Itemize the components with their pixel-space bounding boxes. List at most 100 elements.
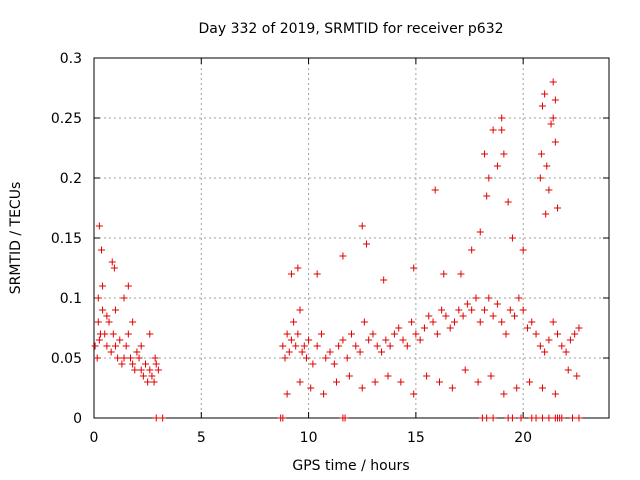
data-point	[532, 414, 540, 422]
data-point	[468, 306, 476, 314]
data-point	[371, 378, 379, 386]
data-point	[343, 354, 351, 362]
data-point	[420, 324, 428, 332]
data-point	[292, 342, 300, 350]
data-point	[99, 306, 107, 314]
data-point	[307, 384, 315, 392]
data-point	[281, 354, 289, 362]
data-point	[455, 306, 463, 314]
data-point	[341, 414, 349, 422]
data-point	[408, 318, 416, 326]
data-point	[500, 390, 508, 398]
data-point	[330, 360, 338, 368]
data-point	[137, 366, 145, 374]
data-point	[139, 372, 147, 380]
data-point	[152, 414, 160, 422]
x-tick-label: 0	[90, 430, 99, 446]
data-point	[551, 390, 559, 398]
data-point	[538, 414, 546, 422]
data-point	[463, 300, 471, 308]
data-point	[95, 222, 103, 230]
data-point	[566, 336, 574, 344]
data-points	[91, 78, 583, 422]
data-point	[523, 324, 531, 332]
data-point	[114, 354, 122, 362]
data-point	[111, 342, 119, 350]
data-point	[536, 342, 544, 350]
data-point	[335, 342, 343, 350]
data-point	[148, 372, 156, 380]
data-point	[322, 354, 330, 362]
data-point	[532, 330, 540, 338]
data-point	[571, 330, 579, 338]
plot-frame	[93, 57, 610, 419]
x-tick-label: 15	[407, 430, 425, 446]
data-point	[438, 306, 446, 314]
data-point	[416, 336, 424, 344]
data-point	[542, 210, 550, 218]
data-point	[313, 342, 321, 350]
data-point	[358, 222, 366, 230]
data-point	[549, 318, 557, 326]
data-point	[498, 114, 506, 122]
data-point	[109, 330, 117, 338]
data-point	[498, 126, 506, 134]
data-point	[451, 318, 458, 326]
data-point	[283, 390, 291, 398]
data-point	[549, 78, 557, 86]
data-point	[564, 366, 572, 374]
y-axis-label: SRMTID / TECUs	[8, 182, 24, 295]
data-point	[399, 336, 407, 344]
data-point	[116, 336, 124, 344]
data-point	[296, 306, 304, 314]
data-point	[446, 324, 454, 332]
data-point	[433, 330, 441, 338]
data-point	[300, 342, 308, 350]
data-point	[481, 150, 489, 158]
data-point	[105, 318, 113, 326]
data-point	[152, 360, 160, 368]
data-point	[504, 198, 512, 206]
data-point	[498, 318, 506, 326]
data-point	[365, 336, 373, 344]
data-point	[558, 414, 566, 422]
data-point	[103, 312, 111, 320]
data-point	[476, 318, 484, 326]
data-point	[528, 318, 536, 326]
data-point	[142, 360, 149, 368]
data-point	[326, 348, 334, 356]
data-point	[287, 270, 295, 278]
data-point	[126, 354, 134, 362]
x-tick-label: 10	[300, 430, 318, 446]
data-point	[554, 330, 561, 338]
data-point	[423, 372, 431, 380]
data-point	[146, 330, 154, 338]
data-point	[412, 330, 420, 338]
data-point	[135, 354, 143, 362]
y-tick-label: 0.25	[51, 111, 82, 127]
data-point	[118, 360, 126, 368]
data-point	[124, 282, 132, 290]
y-tick-label: 0	[73, 411, 82, 427]
data-point	[103, 342, 111, 350]
data-point	[120, 294, 128, 302]
data-point	[352, 342, 360, 350]
data-point	[101, 330, 109, 338]
data-point	[287, 336, 295, 344]
data-point	[551, 138, 559, 146]
data-point	[94, 294, 102, 302]
data-point	[493, 162, 501, 170]
data-point	[309, 360, 317, 368]
data-point	[511, 312, 519, 320]
data-point	[332, 378, 340, 386]
data-point	[317, 330, 325, 338]
data-point	[483, 192, 491, 200]
data-point	[536, 174, 544, 182]
data-point	[290, 318, 298, 326]
x-axis-label: GPS time / hours	[292, 458, 409, 474]
data-point	[93, 354, 101, 362]
data-point	[159, 414, 167, 422]
data-point	[502, 330, 510, 338]
data-point	[150, 378, 158, 386]
